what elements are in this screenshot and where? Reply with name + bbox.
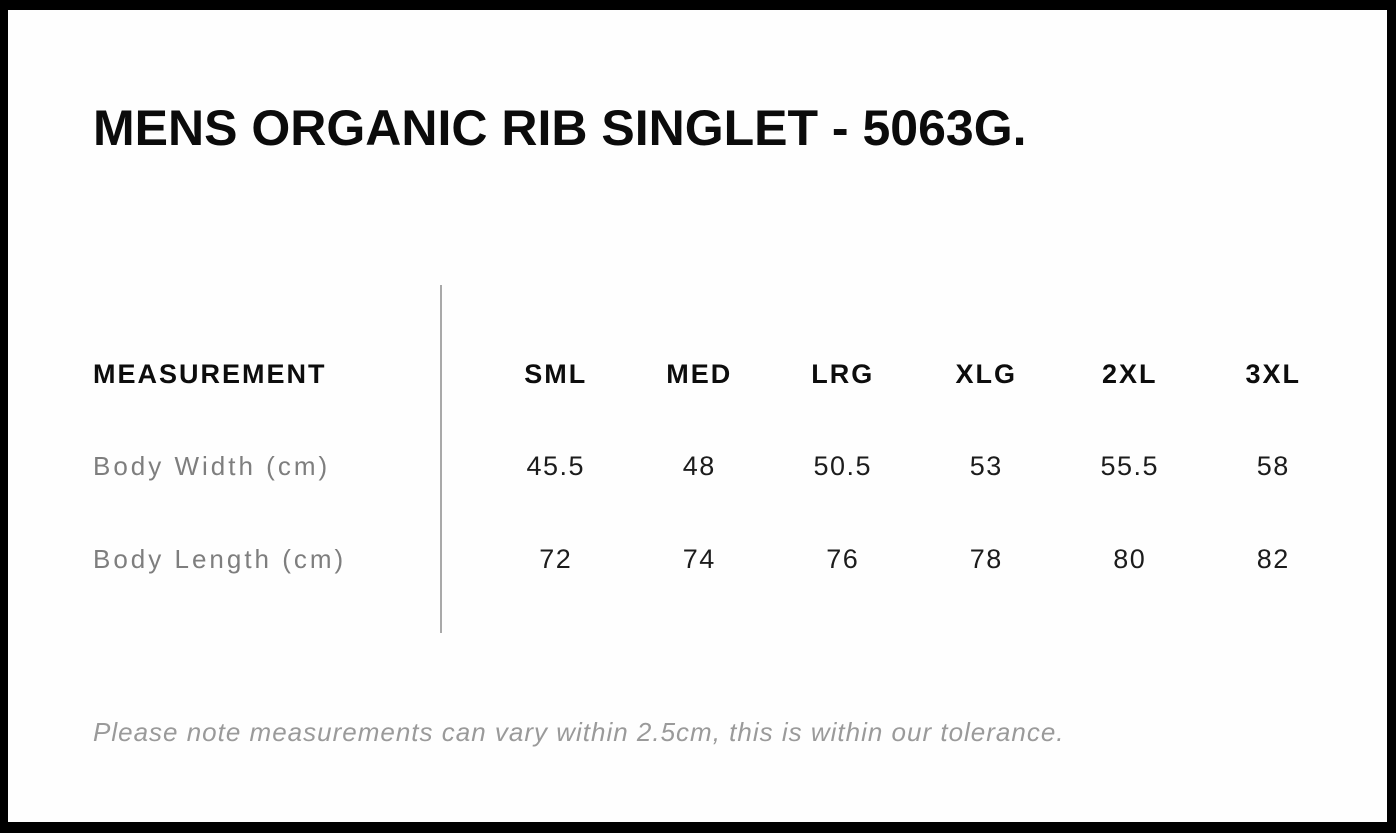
body-width-med: 48 [682,451,716,481]
body-length-sml: 72 [539,544,573,574]
body-width-sml: 45.5 [526,451,586,481]
body-width-2xl: 55.5 [1100,451,1160,481]
row-label-body-width: Body Width (cm) [93,451,331,481]
table-row-body-width: Body Width (cm) 45.5 48 50.5 53 55.5 58 [93,451,1347,482]
column-header-lrg: LRG [811,359,875,389]
column-header-3xl: 3XL [1245,359,1302,389]
column-header-measurement: MEASUREMENT [93,359,327,389]
column-header-xlg: XLG [955,359,1017,389]
body-length-2xl: 80 [1113,544,1147,574]
body-length-med: 74 [682,544,716,574]
table-divider-line [440,285,442,633]
body-width-xlg: 53 [969,451,1003,481]
table-header-row: MEASUREMENT SML MED LRG XLG 2XL 3XL [93,359,1347,390]
table-row-body-length: Body Length (cm) 72 74 76 78 80 82 [93,544,1347,575]
size-guide-page: MENS ORGANIC RIB SINGLET - 5063G. MEASUR… [8,10,1387,822]
column-header-med: MED [666,359,733,389]
body-length-3xl: 82 [1256,544,1290,574]
row-label-body-length: Body Length (cm) [93,544,347,574]
body-length-xlg: 78 [969,544,1003,574]
column-header-sml: SML [524,359,588,389]
tolerance-note: Please note measurements can vary within… [93,717,1065,747]
body-length-lrg: 76 [826,544,860,574]
body-width-3xl: 58 [1256,451,1290,481]
page-title: MENS ORGANIC RIB SINGLET - 5063G. [93,100,1027,156]
body-width-lrg: 50.5 [813,451,873,481]
column-header-2xl: 2XL [1101,359,1158,389]
